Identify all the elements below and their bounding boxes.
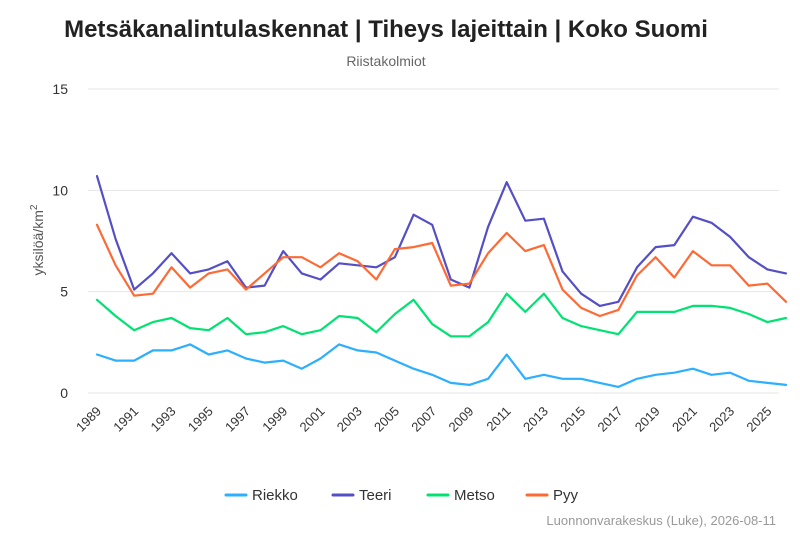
series-line-metso[interactable]: [95, 292, 788, 338]
x-tick-label: 2001: [297, 404, 328, 435]
x-tick-label: 1993: [148, 404, 179, 435]
x-tick-label: 2003: [334, 404, 365, 435]
x-tick-label: 2023: [706, 404, 737, 435]
x-tick-label: 1999: [259, 404, 290, 435]
x-axis-ticks: 1989 1991 1993 1995 1997 1999 2001 2003 2005 2007…: [73, 404, 774, 435]
y-tick-label: 0: [60, 385, 68, 401]
x-tick-label: 2025: [743, 404, 774, 435]
y-tick-label: 5: [60, 284, 68, 300]
legend-item-riekko[interactable]: Riekko: [224, 487, 298, 504]
legend-item-metso[interactable]: Metso: [426, 487, 495, 504]
x-tick-label: 1991: [110, 404, 141, 435]
chart-title: Metsäkanalintulaskennat | Tiheys lajeitt…: [64, 16, 708, 43]
x-tick-label: 2019: [632, 404, 663, 435]
x-tick-label: 1989: [73, 404, 104, 435]
legend-item-pyy[interactable]: Pyy: [525, 487, 579, 504]
y-axis-label: yksilöä/km2: [29, 204, 46, 275]
x-tick-label: 2015: [557, 404, 588, 435]
x-tick-label: 2013: [520, 404, 551, 435]
x-tick-label: 1995: [185, 404, 216, 435]
x-tick-label: 1997: [222, 404, 253, 435]
legend-label: Metso: [454, 487, 495, 504]
series-line-teeri[interactable]: [95, 175, 788, 307]
y-axis-ticks: 0 5 10 15: [52, 81, 68, 401]
legend-item-teeri[interactable]: Teeri: [331, 487, 392, 504]
legend[interactable]: Riekko Teeri Metso Pyy: [224, 487, 579, 504]
series-line-pyy[interactable]: [95, 223, 788, 318]
series-lines: [95, 175, 788, 388]
x-tick-label: 2021: [669, 404, 700, 435]
legend-label: Riekko: [252, 487, 298, 504]
x-tick-label: 2011: [483, 404, 513, 434]
chart-subtitle: Riistakolmiot: [346, 53, 425, 69]
y-tick-label: 15: [52, 81, 68, 97]
y-axis-label-superscript: 2: [29, 204, 40, 210]
legend-label: Pyy: [553, 487, 579, 504]
x-tick-label: 2009: [445, 404, 476, 435]
y-tick-label: 10: [52, 182, 68, 198]
y-axis-label-text: yksilöä/km: [30, 210, 46, 275]
x-tick-label: 2007: [408, 404, 439, 435]
chart-credit[interactable]: Luonnonvarakeskus (Luke), 2026-08-11: [546, 513, 776, 528]
x-tick-label: 2017: [594, 404, 625, 435]
x-tick-label: 2005: [371, 404, 402, 435]
grid-lines: [88, 88, 779, 394]
legend-label: Teeri: [359, 487, 392, 504]
series-line-riekko[interactable]: [95, 343, 788, 388]
